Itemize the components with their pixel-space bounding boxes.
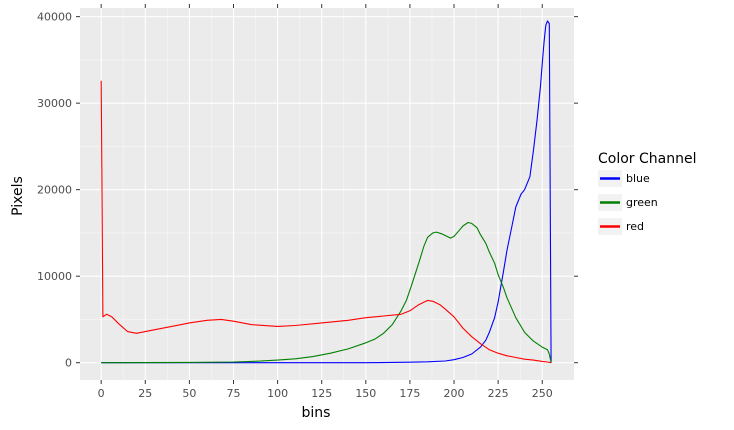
x-tick-labels: 0 25 50 75 100 125 150 175 200 225 250 <box>98 387 553 400</box>
y-tick-label: 40000 <box>37 11 72 24</box>
legend-label-red: red <box>626 220 644 233</box>
grid-minor <box>80 8 574 380</box>
x-tick-label: 225 <box>488 387 509 400</box>
x-tick-label: 175 <box>399 387 420 400</box>
x-tick-label: 150 <box>355 387 376 400</box>
y-tick-label: 20000 <box>37 184 72 197</box>
series-line-blue <box>101 20 552 364</box>
x-tick-label: 250 <box>532 387 553 400</box>
series-line-red <box>100 80 552 364</box>
x-tick-label: 0 <box>98 387 105 400</box>
x-tick-label: 75 <box>226 387 240 400</box>
x-axis-title: bins <box>302 405 331 421</box>
y-axis-title: Pixels <box>10 176 26 216</box>
y-tick-label: 10000 <box>37 270 72 283</box>
legend-label-green: green <box>626 196 658 209</box>
y-tick-labels: 0 10000 20000 30000 40000 <box>37 11 72 370</box>
series-line-green <box>101 221 552 364</box>
legend-items: blue green red <box>598 170 658 235</box>
legend-title: Color Channel <box>598 151 696 167</box>
x-tick-label: 100 <box>267 387 288 400</box>
grid-major <box>80 8 574 380</box>
legend-label-blue: blue <box>626 172 650 185</box>
axis-ticks <box>76 4 578 384</box>
plot-panel <box>80 8 574 380</box>
x-tick-label: 25 <box>138 387 152 400</box>
series-lines <box>100 20 552 364</box>
y-tick-label: 30000 <box>37 97 72 110</box>
y-tick-label: 0 <box>65 357 72 370</box>
x-tick-label: 50 <box>182 387 196 400</box>
x-tick-label: 200 <box>444 387 465 400</box>
legend: Color Channel blue green red <box>598 151 696 235</box>
x-tick-label: 125 <box>311 387 332 400</box>
